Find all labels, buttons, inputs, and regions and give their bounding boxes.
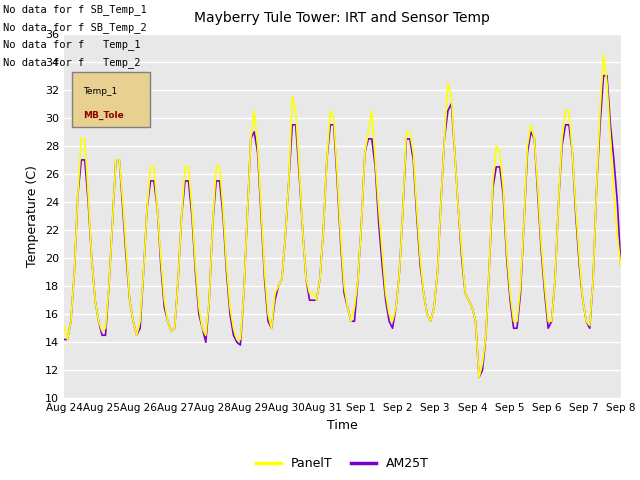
Y-axis label: Temperature (C): Temperature (C) <box>26 165 39 267</box>
X-axis label: Time: Time <box>327 419 358 432</box>
Title: Mayberry Tule Tower: IRT and Sensor Temp: Mayberry Tule Tower: IRT and Sensor Temp <box>195 12 490 25</box>
Text: MB_Tole: MB_Tole <box>83 110 124 120</box>
Text: No data for f   Temp_2: No data for f Temp_2 <box>3 57 141 68</box>
Text: No data for f   Temp_1: No data for f Temp_1 <box>3 39 141 50</box>
Text: Temp_1: Temp_1 <box>83 87 118 96</box>
Text: No data for f SB_Temp_2: No data for f SB_Temp_2 <box>3 22 147 33</box>
Text: No data for f SB_Temp_1: No data for f SB_Temp_1 <box>3 4 147 15</box>
Legend: PanelT, AM25T: PanelT, AM25T <box>251 452 434 475</box>
FancyBboxPatch shape <box>72 72 150 127</box>
